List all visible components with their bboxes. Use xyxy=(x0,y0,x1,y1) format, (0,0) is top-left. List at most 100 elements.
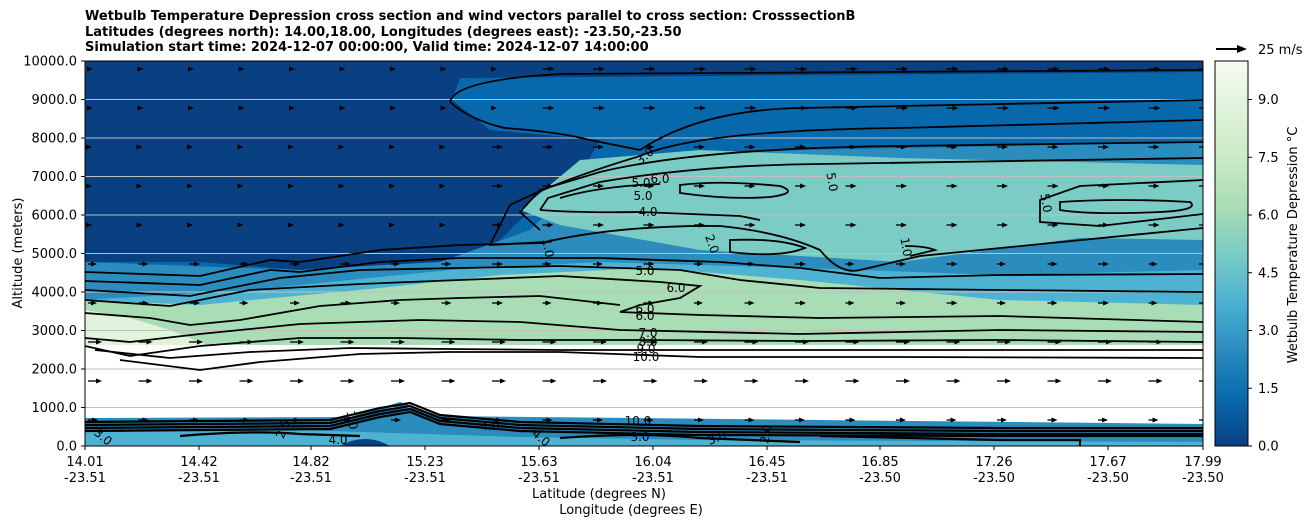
wind-vector-head xyxy=(86,222,92,228)
wind-vector-head xyxy=(597,417,603,423)
quiver-key-label: 25 m/s xyxy=(1258,43,1303,58)
wind-vector-head xyxy=(598,144,604,150)
wind-vector-head xyxy=(1002,183,1008,189)
contour-label: 7.0 xyxy=(638,326,657,340)
wind-vector-head xyxy=(445,300,452,306)
wind-vector-head xyxy=(700,105,706,111)
wind-vector-head xyxy=(289,105,295,111)
wind-vector-head xyxy=(194,261,200,267)
y-tick-label: 2000.0 xyxy=(32,363,78,378)
contour-label: 6.0 xyxy=(635,309,654,323)
wind-vector-head xyxy=(952,66,959,72)
wind-vector-head xyxy=(247,378,254,384)
colorbar-tick-label: 6.0 xyxy=(1258,209,1279,224)
wind-vector-head xyxy=(748,300,755,306)
wind-vector-head xyxy=(197,378,203,384)
wind-vector-head xyxy=(491,66,497,72)
wind-vector-head xyxy=(951,300,958,306)
wind-vector-head xyxy=(902,66,908,72)
wind-vector-head xyxy=(1000,261,1006,267)
wind-vector-head xyxy=(750,66,757,72)
wind-vector-head xyxy=(390,66,396,72)
wind-vector-head xyxy=(338,144,345,150)
wind-vector-head xyxy=(389,183,395,189)
contour-line xyxy=(94,347,1203,359)
wind-vector-head xyxy=(1103,300,1109,306)
wind-vector-head xyxy=(497,183,503,189)
contour-label: 5.0 xyxy=(1037,192,1054,213)
wind-vector-head xyxy=(187,144,193,150)
wind-vector-head xyxy=(348,339,355,345)
x-tick-label-lat: 14.42 xyxy=(180,455,217,470)
wind-vector-head xyxy=(750,105,757,111)
surface-contour xyxy=(85,407,1203,436)
wind-vector-head xyxy=(1051,261,1058,267)
wind-vector-head xyxy=(237,222,244,228)
y-tick-label: 5000.0 xyxy=(32,247,78,262)
wind-vector-head xyxy=(87,105,93,111)
wind-vector-head xyxy=(298,339,304,345)
contour-label: 10.0 xyxy=(625,414,652,428)
wind-vector-head xyxy=(1000,300,1006,306)
wind-vector-head xyxy=(491,105,497,111)
contour-line xyxy=(85,242,546,277)
wind-vector-head xyxy=(394,261,400,267)
contour-label: 1.0 xyxy=(539,237,556,258)
contour-label: 5.0 xyxy=(635,264,654,278)
wind-vector-head xyxy=(136,144,143,150)
x-tick-label-lat: 17.26 xyxy=(975,455,1012,470)
contour-label: 6.0 xyxy=(650,172,669,186)
wind-vector-head xyxy=(500,339,506,345)
y-tick-label: 3000.0 xyxy=(32,324,78,339)
wind-vector-head xyxy=(188,105,194,111)
y-tick-label: 9000.0 xyxy=(32,93,78,108)
contour-line xyxy=(1059,199,1193,215)
wind-vector-head xyxy=(86,144,92,150)
contour-label: 5.0 xyxy=(823,171,840,192)
wind-vector-head xyxy=(1205,106,1211,111)
wind-vector-head xyxy=(1051,300,1058,306)
wind-vector-head xyxy=(848,300,855,306)
x-tick-label-lat: 16.45 xyxy=(748,455,785,470)
wind-vector-head xyxy=(1005,378,1011,384)
wind-vector-head xyxy=(900,261,906,267)
wind-vector-head xyxy=(187,222,193,228)
wind-vector-head xyxy=(597,261,603,267)
wind-vector-head xyxy=(545,300,552,306)
wind-vector-head xyxy=(87,66,93,72)
wind-vector-head xyxy=(1003,66,1009,72)
x-tick-label-lon: -23.51 xyxy=(746,471,788,486)
wind-vector-head xyxy=(187,183,193,189)
surface-contour xyxy=(85,401,1203,430)
x-tick-label-lon: -23.51 xyxy=(404,471,446,486)
wind-vector-head xyxy=(237,183,244,189)
wind-vector-head xyxy=(238,105,245,111)
contour-line xyxy=(85,275,1203,323)
wind-vector-head xyxy=(648,222,655,228)
wind-vector-head xyxy=(1051,417,1058,423)
surface-contour xyxy=(559,433,801,444)
surface-contour xyxy=(819,434,1082,446)
colorbar-tick-label: 3.0 xyxy=(1258,324,1279,339)
contour-lines xyxy=(85,69,1203,371)
x-tick-label-lat: 14.01 xyxy=(66,455,103,470)
wind-vector-head xyxy=(800,222,806,228)
wind-vector-head xyxy=(338,222,345,228)
wind-vector-head xyxy=(294,300,300,306)
wind-vector-head xyxy=(1001,417,1007,423)
wind-vector-head xyxy=(394,300,400,306)
wind-vector-head xyxy=(440,105,447,111)
contour-label: 2.0 xyxy=(757,423,774,444)
wind-vector-head xyxy=(1203,262,1209,267)
fill-green-layer xyxy=(85,268,1203,345)
contour-label: 8.0 xyxy=(638,335,657,349)
wind-vector-head xyxy=(749,183,756,189)
wind-vector-head xyxy=(598,222,604,228)
title-line-2: Latitudes (degrees north): 14.00,18.00, … xyxy=(85,24,682,40)
wind-vector-head xyxy=(649,105,656,111)
wind-vector-head xyxy=(449,339,456,345)
x-tick-label-lat: 15.23 xyxy=(406,455,443,470)
colorbar-tick-label: 1.5 xyxy=(1258,382,1279,397)
contour-line xyxy=(639,99,1203,151)
contour-label: 1.0 xyxy=(897,236,914,257)
